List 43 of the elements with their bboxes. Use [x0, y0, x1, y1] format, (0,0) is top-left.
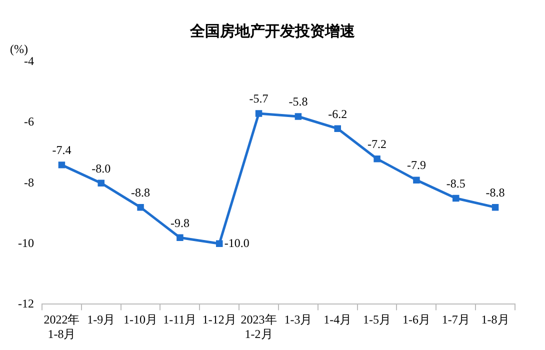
point [374, 156, 380, 162]
x-tick-label: 1-12月 [202, 312, 236, 327]
x-tick-label: 1-10月 [124, 312, 158, 327]
text: -7.9 [406, 158, 426, 172]
point [452, 194, 460, 202]
x-tick-label: 2023年 1-2月 [240, 312, 277, 341]
x-tick-label: 1-9月 [87, 312, 116, 327]
point [294, 113, 302, 120]
point [216, 240, 223, 248]
x-tick-label: 2022年 1-8月 [44, 312, 80, 341]
x-tick-label: 1-8月 [481, 312, 510, 327]
point [413, 176, 420, 184]
text: -7.2 [368, 137, 387, 152]
point [334, 125, 341, 132]
point [176, 234, 184, 241]
text: -5.7 [249, 92, 268, 106]
point [255, 110, 262, 117]
x-tick-label: 1-7月 [442, 312, 470, 327]
x-tick-label: 1-5月 [363, 312, 392, 327]
y-tick-label: -6 [24, 114, 34, 129]
text: -8.5 [446, 176, 466, 190]
text: -7.4 [52, 143, 72, 158]
x-tick-label: 1-3月 [284, 312, 312, 327]
text: -9.8 [170, 216, 190, 230]
y-tick-label: -8 [24, 175, 34, 190]
text: -8.0 [92, 161, 111, 176]
point [98, 180, 104, 186]
y-axis-title: (%) [10, 42, 28, 57]
text: -5.8 [288, 94, 308, 109]
chart-title: 全国房地产开发投资增速 [188, 22, 356, 41]
x-tick-label: 1-6月 [402, 312, 430, 327]
point [492, 204, 499, 211]
point [137, 204, 144, 211]
x-tick-label: 1-11月 [163, 312, 197, 327]
y-tick-label: -12 [18, 296, 34, 310]
text: -10.0 [224, 236, 250, 250]
text: -8.8 [486, 185, 505, 200]
point [58, 162, 66, 168]
y-tick-label: -4 [24, 54, 34, 68]
text: -6.2 [328, 106, 348, 121]
text: -8.8 [131, 185, 150, 200]
y-tick-label: -10 [18, 236, 34, 250]
x-tick-label: 1-4月 [324, 312, 352, 327]
